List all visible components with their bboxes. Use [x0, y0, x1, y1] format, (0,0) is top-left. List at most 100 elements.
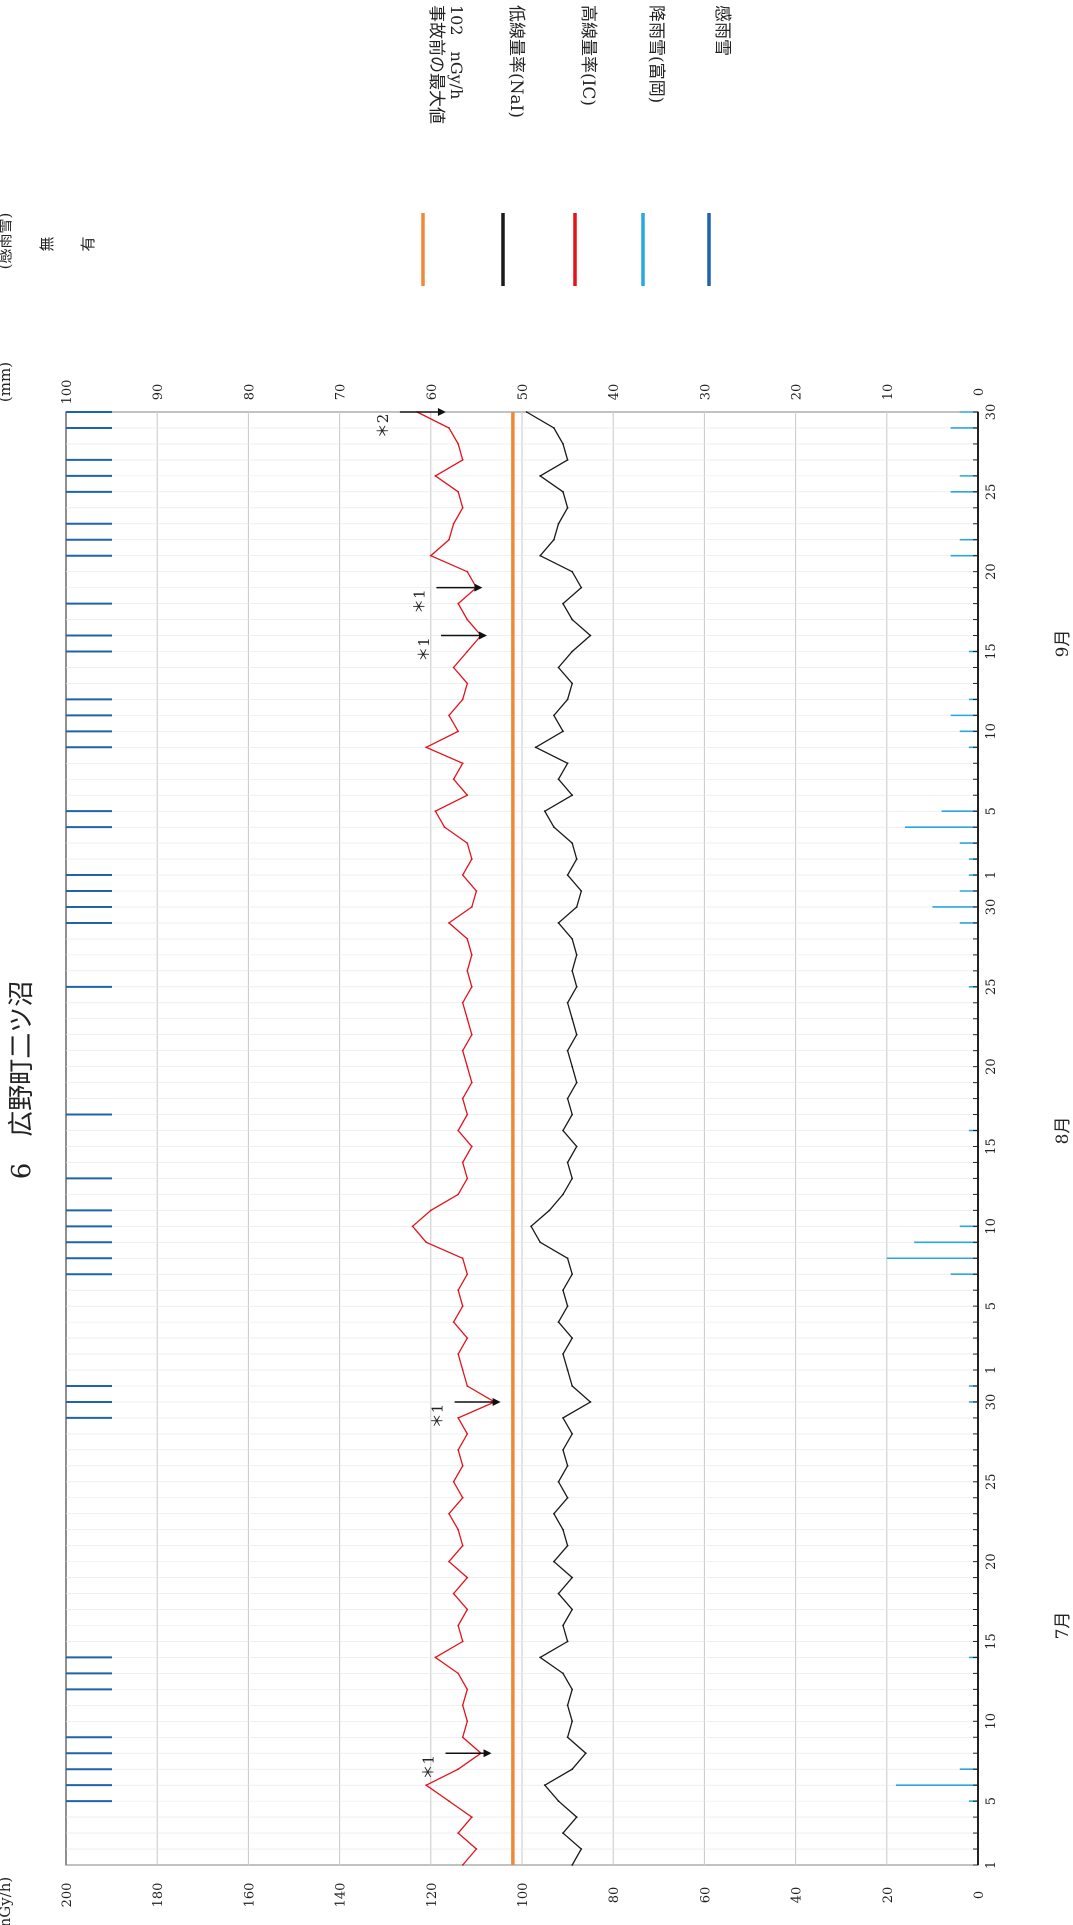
- series-point: [557, 522, 560, 525]
- series-point: [553, 1512, 555, 1515]
- series-point: [566, 1736, 569, 1739]
- series-point: [566, 1496, 569, 1499]
- legend-label: 感雨雪: [712, 5, 732, 56]
- series-point: [571, 570, 574, 573]
- series-point: [571, 1608, 574, 1611]
- series-point: [461, 1640, 464, 1643]
- series-point: [466, 1720, 469, 1723]
- series-point: [539, 554, 542, 557]
- dose-tick-label: 140: [334, 1883, 349, 1908]
- legend-label: 事故前の最大値: [426, 5, 446, 124]
- series-point: [571, 650, 574, 653]
- series-point: [534, 746, 537, 749]
- series-point: [571, 794, 574, 797]
- series-point: [575, 1145, 578, 1148]
- annotation-arrowhead: [483, 1749, 492, 1758]
- series-point: [557, 1592, 560, 1595]
- annotation-label: ＊1: [429, 1404, 447, 1429]
- time-tick-label: 10: [984, 1713, 999, 1730]
- series-point: [571, 1576, 574, 1579]
- legend-label: 降雨雪(富岡): [646, 5, 666, 103]
- series-point: [452, 522, 455, 525]
- series-point: [466, 1017, 469, 1020]
- series-point: [457, 1129, 460, 1132]
- series-point: [557, 666, 560, 669]
- series-point: [562, 602, 564, 605]
- time-tick-label: 15: [984, 1138, 999, 1155]
- annotation-label: ＊2: [374, 414, 392, 439]
- time-tick-label: 5: [984, 1797, 999, 1805]
- series-point: [566, 1097, 569, 1100]
- series-point: [525, 411, 528, 413]
- series-point: [429, 1209, 432, 1212]
- series-point: [461, 1257, 464, 1260]
- series-point: [470, 1145, 473, 1148]
- series-point: [448, 1800, 450, 1803]
- series-point: [461, 1544, 464, 1547]
- series-point: [457, 1672, 460, 1675]
- series-point: [461, 1097, 464, 1100]
- time-tick-label: 20: [984, 563, 999, 580]
- series-point: [457, 490, 460, 493]
- series-point: [452, 1321, 455, 1324]
- series-point: [457, 1448, 460, 1451]
- series-point: [466, 682, 469, 685]
- annotation-label: ＊1: [415, 637, 433, 662]
- series-point: [461, 1161, 464, 1164]
- annotation-label: ＊1: [420, 1755, 438, 1780]
- series-point: [571, 1688, 574, 1691]
- series-point: [470, 1816, 473, 1818]
- series-point: [562, 1129, 564, 1132]
- precip-tick-label: 60: [425, 384, 440, 401]
- series-point: [466, 1576, 469, 1579]
- series-point: [461, 1369, 464, 1371]
- time-tick-label: 30: [984, 404, 999, 421]
- series-point: [571, 1177, 574, 1180]
- series-point: [575, 858, 578, 860]
- series-point: [425, 1784, 428, 1787]
- series-point: [461, 762, 464, 765]
- dose-tick-label: 180: [151, 1883, 166, 1908]
- series-point: [543, 1784, 546, 1787]
- series-point: [466, 1608, 469, 1611]
- series-point: [562, 1193, 564, 1196]
- series-point: [461, 1305, 464, 1308]
- series-point: [411, 1225, 414, 1228]
- series-point: [580, 1848, 583, 1850]
- precip-unit-label: (mm): [0, 362, 14, 402]
- series-point: [452, 666, 455, 669]
- series-point: [571, 618, 574, 621]
- series-point: [457, 1417, 460, 1419]
- series-point: [566, 1704, 569, 1707]
- series-point: [566, 1305, 569, 1308]
- sense-yes-label: 有: [79, 236, 97, 251]
- series-point: [466, 794, 469, 797]
- series-point: [562, 1624, 564, 1627]
- series-point: [434, 474, 437, 477]
- series-point: [457, 730, 460, 733]
- time-tick-label: 1: [984, 871, 999, 879]
- series-point: [429, 554, 432, 557]
- time-tick-label: 15: [984, 643, 999, 660]
- axis-layer: 0204060801001201401601802000102030405060…: [60, 380, 1073, 1908]
- series-point: [461, 1049, 464, 1052]
- series-point: [475, 890, 478, 892]
- time-tick-label: 20: [984, 1553, 999, 1570]
- time-tick-label: 10: [984, 723, 999, 740]
- dose-unit-label: (nGy/h): [0, 1877, 14, 1925]
- series-point: [566, 1369, 569, 1371]
- series-point: [470, 1081, 473, 1084]
- series-point: [466, 650, 469, 653]
- series-point: [566, 698, 569, 701]
- precip-tick-label: 10: [881, 384, 896, 401]
- month-label: 8月: [1053, 1117, 1073, 1145]
- time-tick-label: 25: [984, 1474, 999, 1491]
- time-tick-label: 30: [984, 899, 999, 916]
- series-point: [571, 938, 574, 940]
- series-point: [566, 1049, 569, 1052]
- time-tick-label: 20: [984, 1058, 999, 1075]
- precip-tick-label: 0: [972, 388, 987, 396]
- series-point: [571, 1385, 574, 1387]
- series-point: [557, 1480, 560, 1483]
- series-point: [566, 1161, 569, 1164]
